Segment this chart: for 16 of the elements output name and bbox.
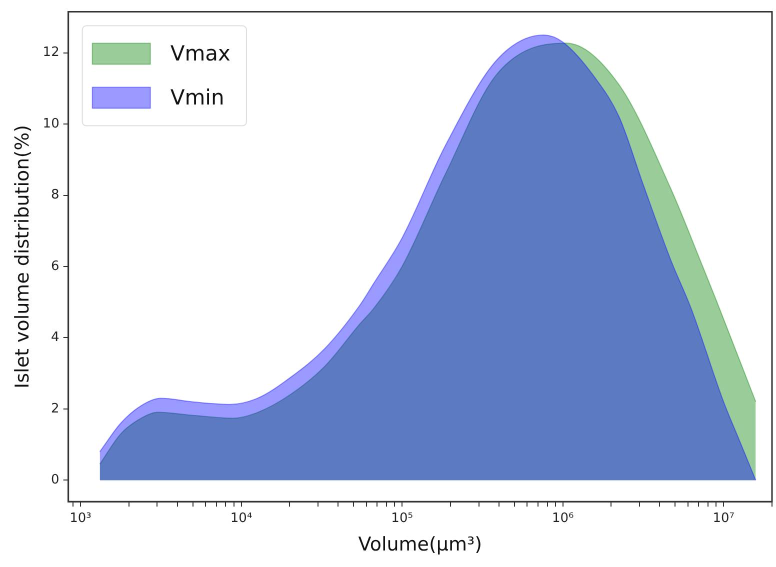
x-tick-label: 10⁵ <box>391 510 413 526</box>
y-tick-label: 12 <box>42 45 60 60</box>
legend-label: Vmax <box>170 41 230 66</box>
y-tick-label: 0 <box>51 472 60 488</box>
y-tick-label: 4 <box>51 330 60 346</box>
y-axis-title: Islet volume distribution(%) <box>11 124 34 388</box>
y-tick-label: 8 <box>51 188 60 203</box>
x-tick-label: 10³ <box>70 510 92 526</box>
legend-label: Vmin <box>170 85 224 110</box>
y-tick-label: 2 <box>51 401 60 416</box>
x-tick-label: 10⁶ <box>552 510 574 526</box>
x-axis-title: Volume(μm³) <box>358 534 482 556</box>
x-tick-label: 10⁴ <box>230 510 252 526</box>
y-tick-label: 6 <box>51 258 60 274</box>
x-tick-label: 10⁷ <box>712 510 734 526</box>
y-tick-label: 10 <box>42 116 60 132</box>
